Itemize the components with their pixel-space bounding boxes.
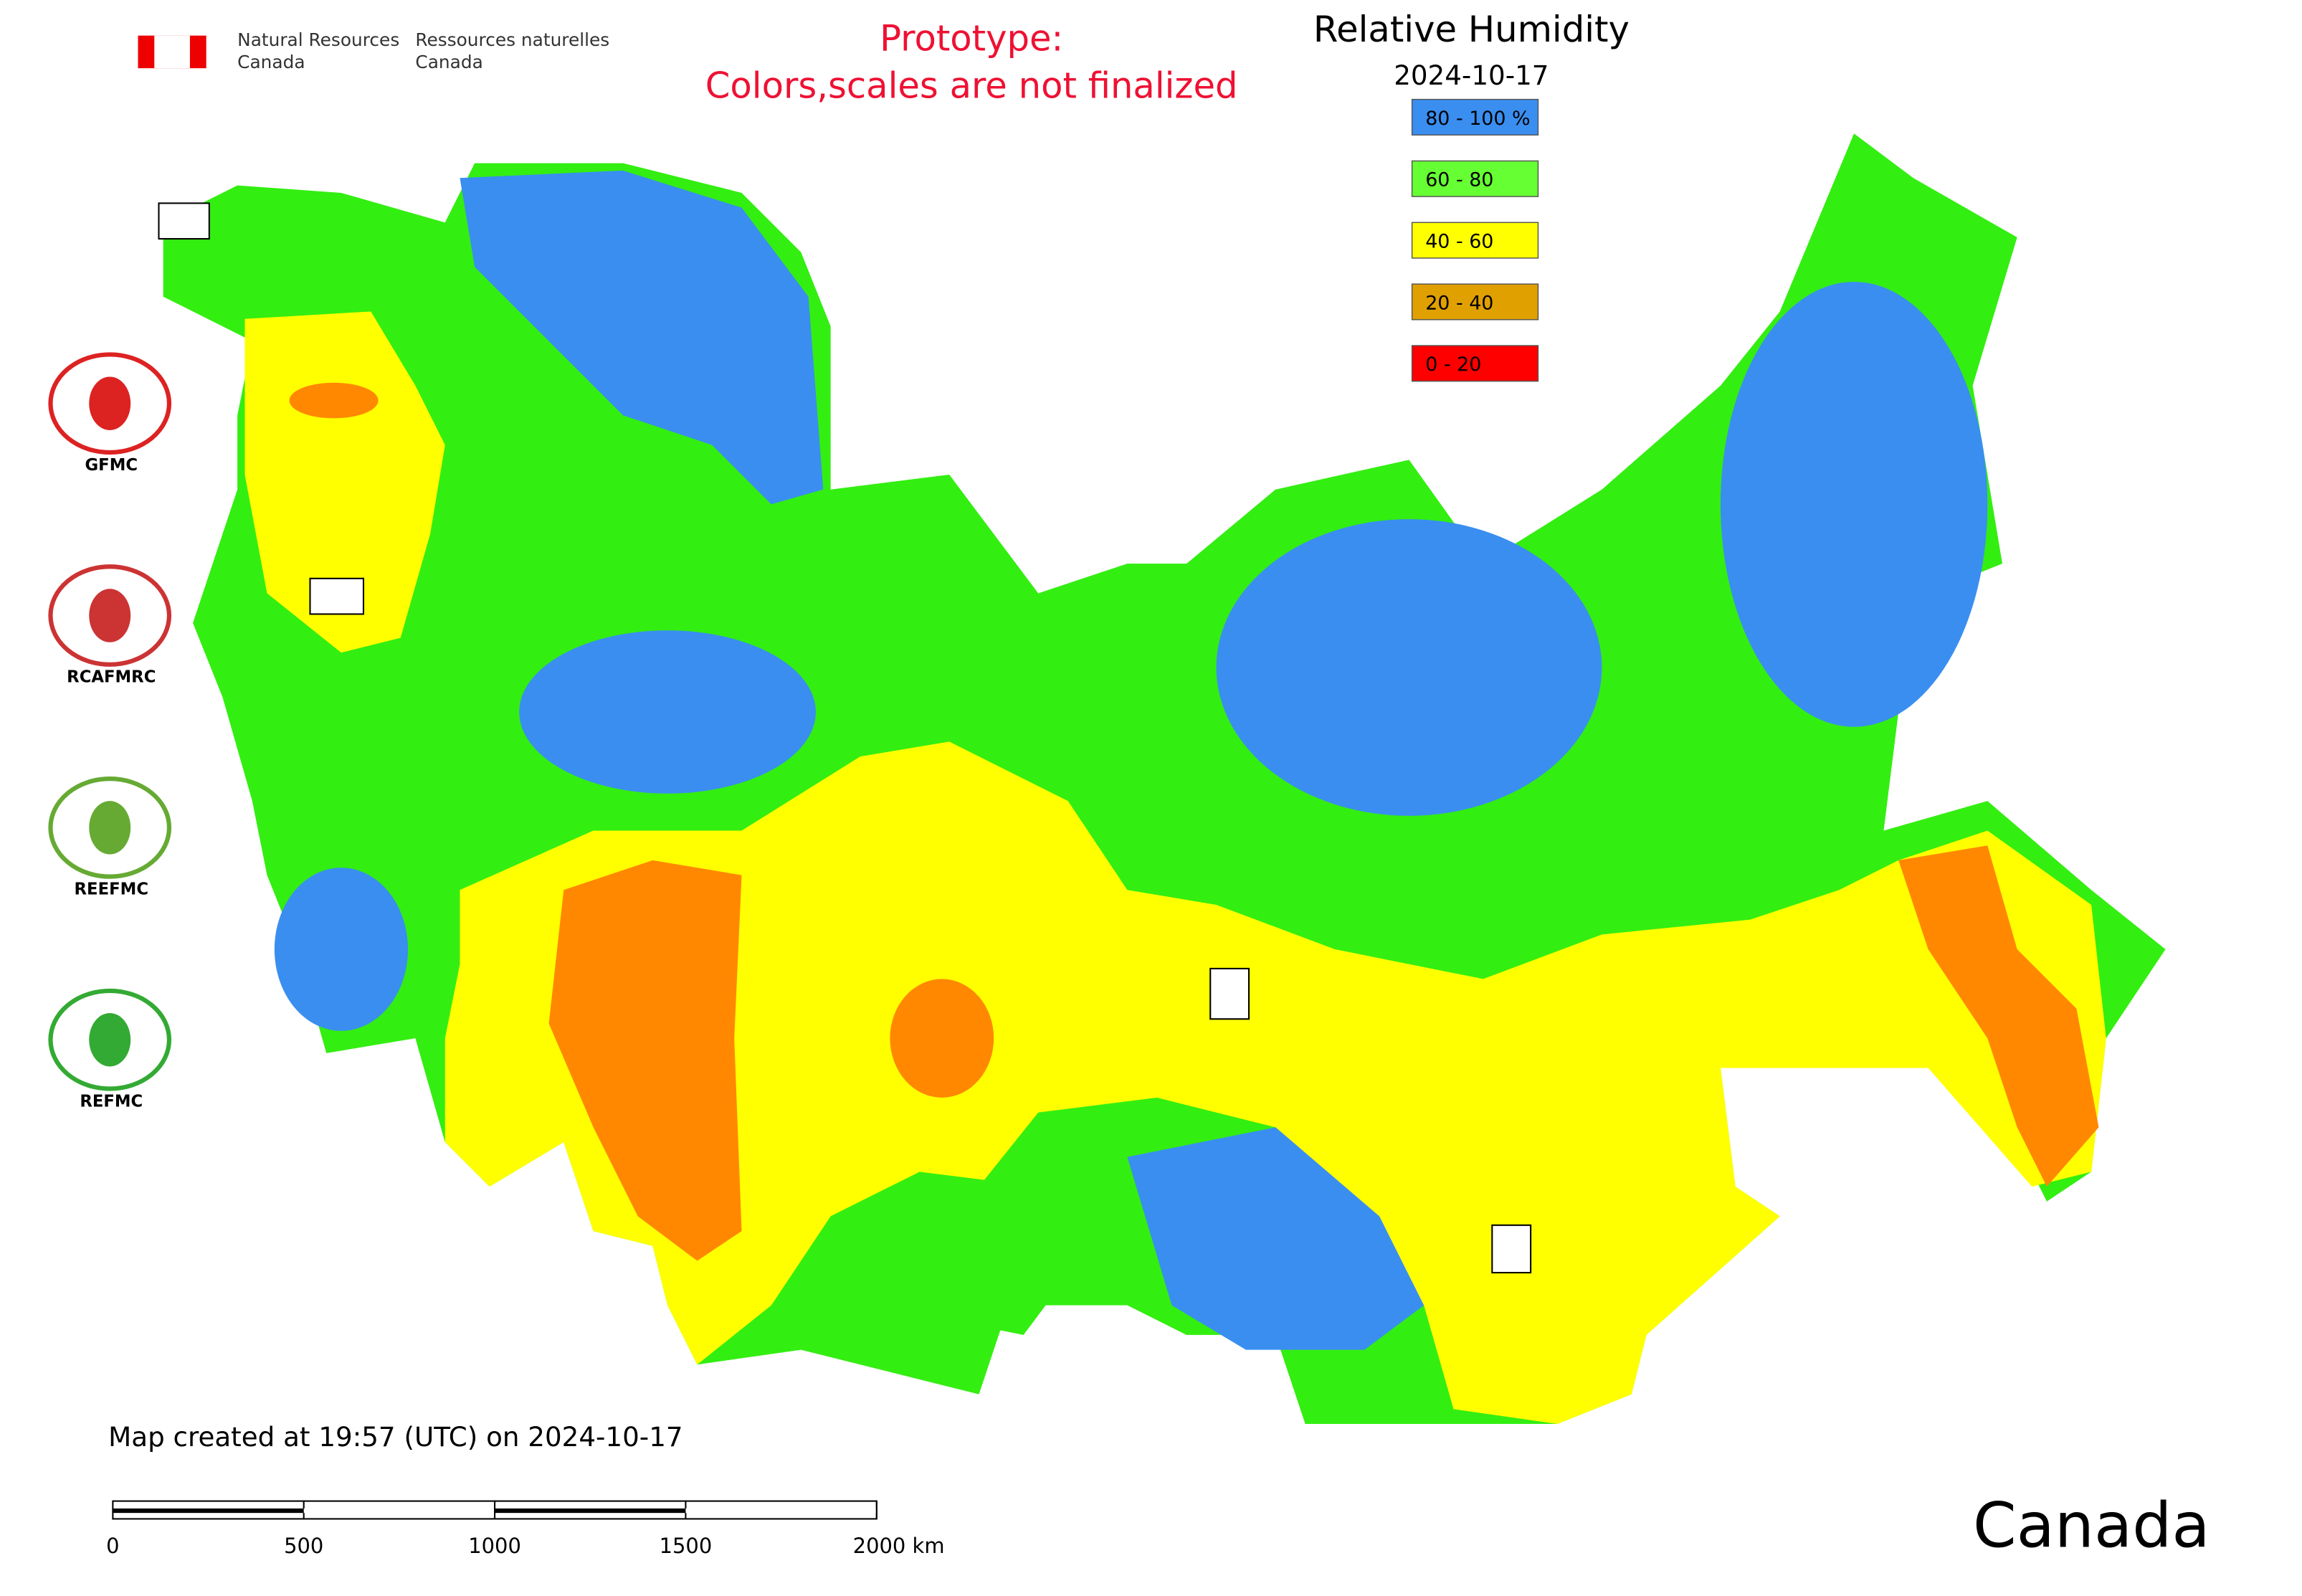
scale-segment xyxy=(113,1508,304,1514)
legend-date: 2024-10-17 xyxy=(1394,60,1549,91)
scale-label: 1000 xyxy=(468,1534,521,1558)
map-markers xyxy=(158,202,1532,1274)
marker xyxy=(309,577,365,615)
region-blue xyxy=(1127,1127,1425,1350)
region-green xyxy=(830,1172,1068,1335)
marker xyxy=(1209,967,1250,1020)
logo-emblem xyxy=(89,801,131,855)
legend-swatch xyxy=(1411,98,1539,136)
legend-label: 40 - 60 xyxy=(1425,230,1493,252)
region-yellow xyxy=(444,741,2106,1425)
region-blue xyxy=(1216,519,1602,816)
logo-emblem xyxy=(89,589,131,642)
legend: 80 - 100 % 60 - 80 40 - 60 20 - 40 0 - 20 xyxy=(1411,98,1539,382)
logos: GFMC RCAFMRC REEFMC REFMC xyxy=(48,352,172,1111)
map xyxy=(158,133,2166,1425)
legend-swatch xyxy=(1411,345,1539,382)
legend-swatch xyxy=(1411,222,1539,259)
legend-label: 20 - 40 xyxy=(1425,292,1493,314)
scale-label: 1500 xyxy=(660,1534,713,1558)
region-blue xyxy=(460,170,824,505)
regions-blue xyxy=(274,170,1988,1350)
scale-label: 500 xyxy=(284,1534,323,1558)
scale-segment xyxy=(685,1508,877,1514)
region-orange xyxy=(890,979,994,1098)
notice: Colors,scales are not finalized xyxy=(705,65,1238,107)
agency-en: Natural Resources xyxy=(237,29,399,50)
region-orange xyxy=(1898,845,2099,1187)
created-note: Map created at 19:57 (UTC) on 2024-10-17 xyxy=(108,1421,682,1453)
legend-label: 60 - 80 xyxy=(1425,169,1493,191)
agency-en: Canada xyxy=(237,52,305,72)
region-blue xyxy=(274,868,409,1031)
region-blue xyxy=(1720,282,1988,727)
logo-label: GFMC xyxy=(85,456,138,475)
canada-wordmark: Canada xyxy=(1973,1490,2210,1562)
notice: Prototype: xyxy=(880,17,1063,59)
region-orange xyxy=(289,382,379,419)
scale-segment xyxy=(495,1508,686,1514)
scale-bar: 0 500 1000 1500 2000 km xyxy=(106,1500,945,1558)
scale-label: 2000 km xyxy=(853,1534,945,1558)
scale-segment xyxy=(303,1508,495,1514)
scale-label: 0 xyxy=(106,1534,119,1558)
region-blue xyxy=(519,630,816,794)
flag-center xyxy=(154,35,190,69)
marker xyxy=(1491,1224,1532,1274)
marker xyxy=(158,202,210,240)
region-orange xyxy=(548,860,742,1261)
nrcan-header: Natural Resources Canada Ressources natu… xyxy=(138,29,609,72)
agency-fr: Canada xyxy=(415,52,482,72)
agency-fr: Ressources naturelles xyxy=(415,29,609,50)
logo-label: REEFMC xyxy=(75,880,148,898)
logo-emblem xyxy=(89,1012,131,1067)
logo-label: REFMC xyxy=(80,1092,143,1111)
logo-label: RCAFMRC xyxy=(67,668,156,687)
legend-label: 0 - 20 xyxy=(1425,353,1481,376)
legend-swatch xyxy=(1411,160,1539,197)
legend-label: 80 - 100 % xyxy=(1425,108,1530,130)
logo-emblem xyxy=(89,376,131,430)
legend-title: Relative Humidity xyxy=(1313,9,1630,50)
regions-orange xyxy=(289,382,2099,1261)
legend-swatch xyxy=(1411,283,1539,320)
